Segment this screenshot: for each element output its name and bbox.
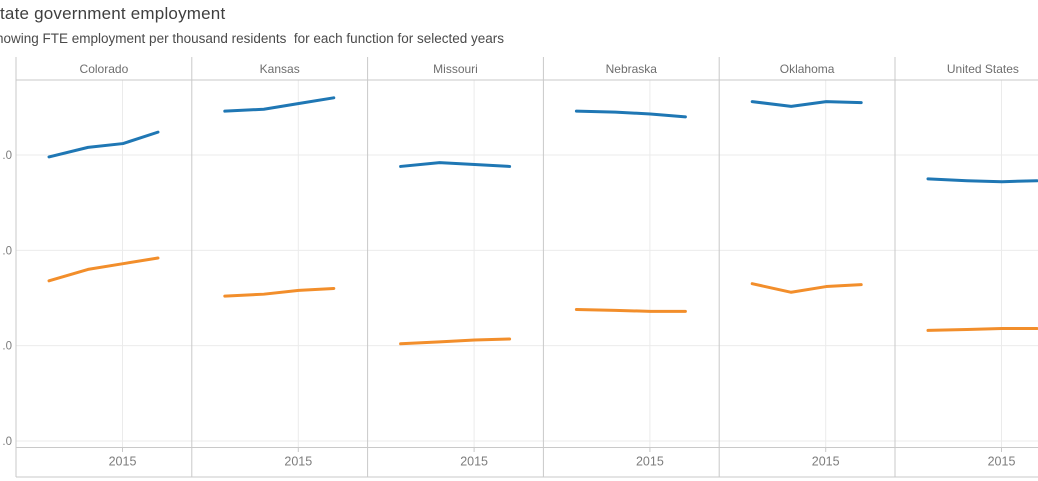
data-line-blue-nebraska[interactable] bbox=[574, 109, 687, 119]
data-line-blue-oklahoma[interactable] bbox=[750, 100, 863, 108]
y-axis-tick-label: .0 bbox=[2, 341, 12, 353]
x-axis-tick-label: 2015 bbox=[636, 455, 664, 469]
y-axis-tick-label: .0 bbox=[2, 245, 12, 257]
x-axis-tick-label: 2015 bbox=[988, 455, 1016, 469]
column-header[interactable]: Nebraska bbox=[606, 62, 658, 76]
column-header[interactable]: Colorado bbox=[80, 62, 129, 76]
x-axis-tick-label: 2015 bbox=[109, 455, 137, 469]
data-line-orange-missouri[interactable] bbox=[399, 337, 512, 346]
y-axis-tick-label: .0 bbox=[2, 150, 12, 162]
column-header[interactable]: Kansas bbox=[260, 62, 300, 76]
data-line-orange-kansas[interactable] bbox=[223, 286, 336, 298]
y-axis-tick-label: .0 bbox=[2, 436, 12, 448]
column-header[interactable]: Missouri bbox=[433, 62, 478, 76]
data-line-blue-colorado[interactable] bbox=[47, 130, 160, 159]
x-axis-tick-label: 2015 bbox=[460, 455, 488, 469]
data-line-blue-united-states[interactable] bbox=[926, 177, 1038, 184]
chart-canvas: .0 .0 .0 .0 Colorado 2015 Kansas 2015 Missouri 20… bbox=[2, 57, 1038, 478]
x-axis-tick-label: 2015 bbox=[284, 455, 312, 469]
data-line-orange-united-states[interactable] bbox=[926, 327, 1038, 332]
data-line-orange-oklahoma[interactable] bbox=[750, 282, 863, 294]
small-multiples-chart: .0 .0 .0 .0 Colorado 2015 Kansas 2015 Missouri 20… bbox=[0, 57, 1038, 481]
column-header[interactable]: Oklahoma bbox=[780, 62, 835, 76]
data-line-orange-nebraska[interactable] bbox=[574, 307, 687, 313]
chart-subtitle: howing FTE employment per thousand resid… bbox=[0, 31, 505, 46]
data-line-orange-colorado[interactable] bbox=[47, 256, 160, 283]
data-line-blue-kansas[interactable] bbox=[223, 96, 336, 113]
chart-title: tate government employment bbox=[0, 4, 226, 23]
data-line-blue-missouri[interactable] bbox=[399, 161, 512, 168]
column-header[interactable]: United States bbox=[947, 62, 1019, 76]
x-axis-tick-label: 2015 bbox=[812, 455, 840, 469]
